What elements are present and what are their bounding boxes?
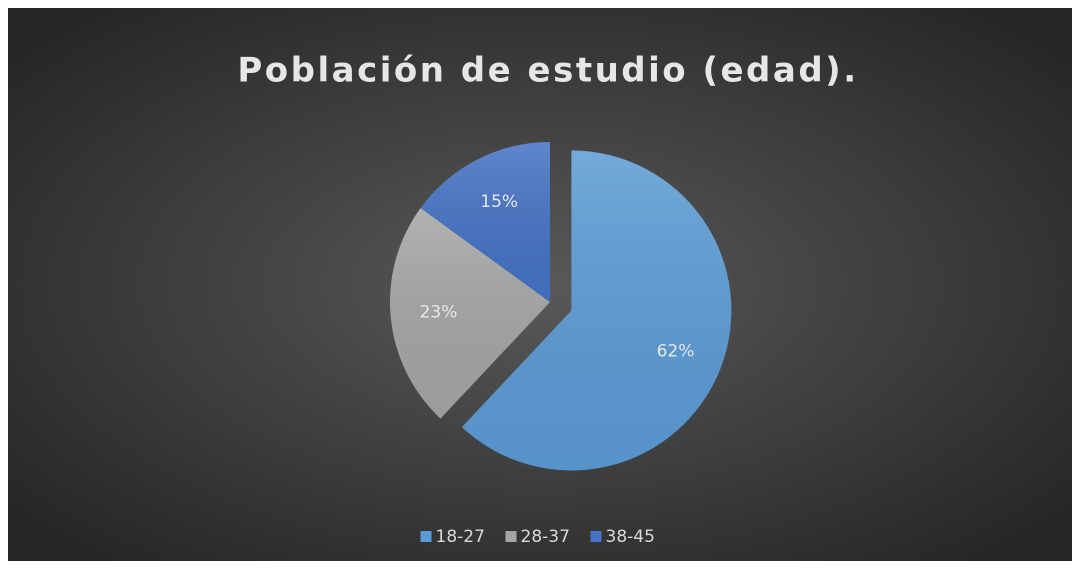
data-label: 15%	[480, 192, 518, 212]
legend-swatch	[590, 531, 602, 542]
legend-swatch	[505, 531, 517, 542]
legend-swatch	[420, 531, 432, 542]
data-label: 23%	[420, 303, 458, 323]
chart-title: Población de estudio (edad).	[237, 51, 858, 91]
legend-label: 28-37	[521, 527, 570, 547]
legend-label: 18-27	[436, 527, 485, 547]
data-label: 62%	[657, 342, 695, 362]
legend-label: 38-45	[606, 527, 655, 547]
